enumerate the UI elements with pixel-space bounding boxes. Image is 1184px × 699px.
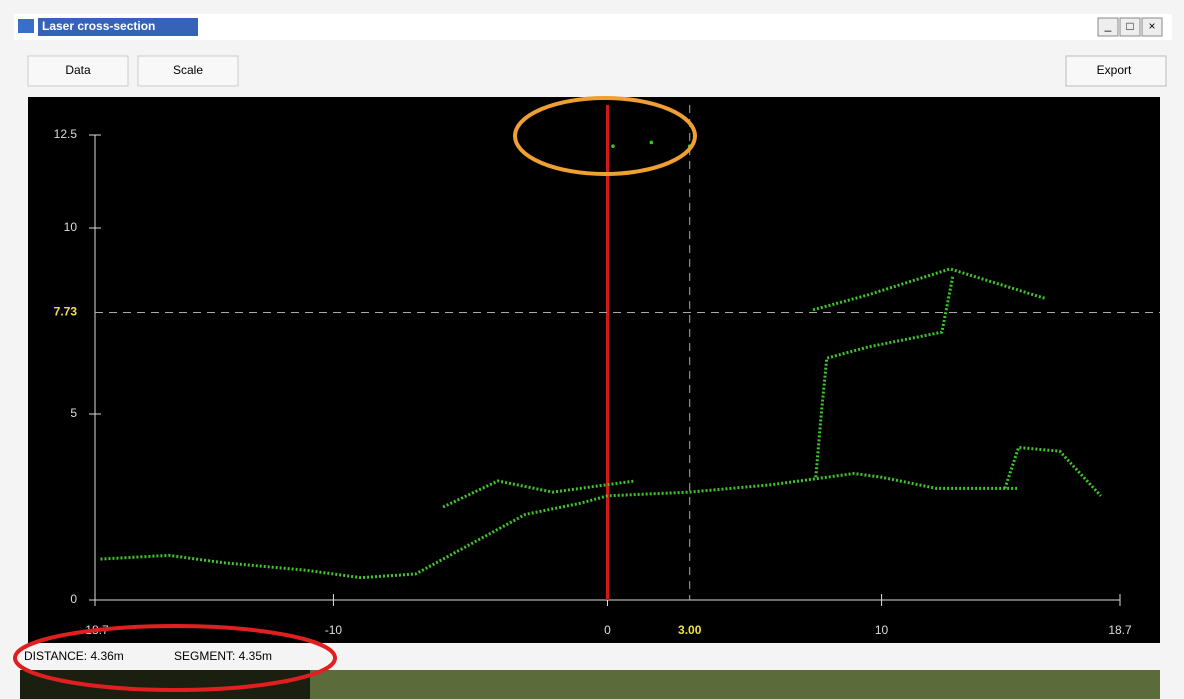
app-icon <box>18 19 34 33</box>
outlier-point <box>650 141 654 145</box>
cursor-y-label: 7.73 <box>54 305 78 319</box>
distance-status: DISTANCE: 4.36m <box>24 649 124 663</box>
x-tick-label: 10 <box>875 623 889 637</box>
app: Laser cross-section _ □ × Data Scale Exp… <box>0 0 1184 699</box>
tab-label[interactable]: Scale <box>173 63 203 77</box>
export-label[interactable]: Export <box>1097 63 1132 77</box>
y-tick-label: 10 <box>64 220 78 234</box>
cursor-x-label: 3.00 <box>678 623 702 637</box>
x-tick-label: -10 <box>325 623 343 637</box>
segment-status: SEGMENT: 4.35m <box>174 649 272 663</box>
x-tick-label: 18.7 <box>1108 623 1132 637</box>
maximize-icon[interactable]: □ <box>1126 19 1133 33</box>
close-icon[interactable]: × <box>1148 19 1155 33</box>
y-tick-label: 5 <box>70 406 77 420</box>
plot-area <box>28 97 1160 643</box>
tab-label[interactable]: Data <box>65 63 91 77</box>
window-title: Laser cross-section <box>42 19 155 33</box>
y-tick-label: 0 <box>70 592 77 606</box>
minimize-icon[interactable]: _ <box>1104 18 1112 32</box>
x-tick-label: 0 <box>604 623 611 637</box>
outlier-point <box>611 144 615 148</box>
y-tick-label: 12.5 <box>54 127 78 141</box>
window: Laser cross-section _ □ × Data Scale Exp… <box>0 0 1184 699</box>
